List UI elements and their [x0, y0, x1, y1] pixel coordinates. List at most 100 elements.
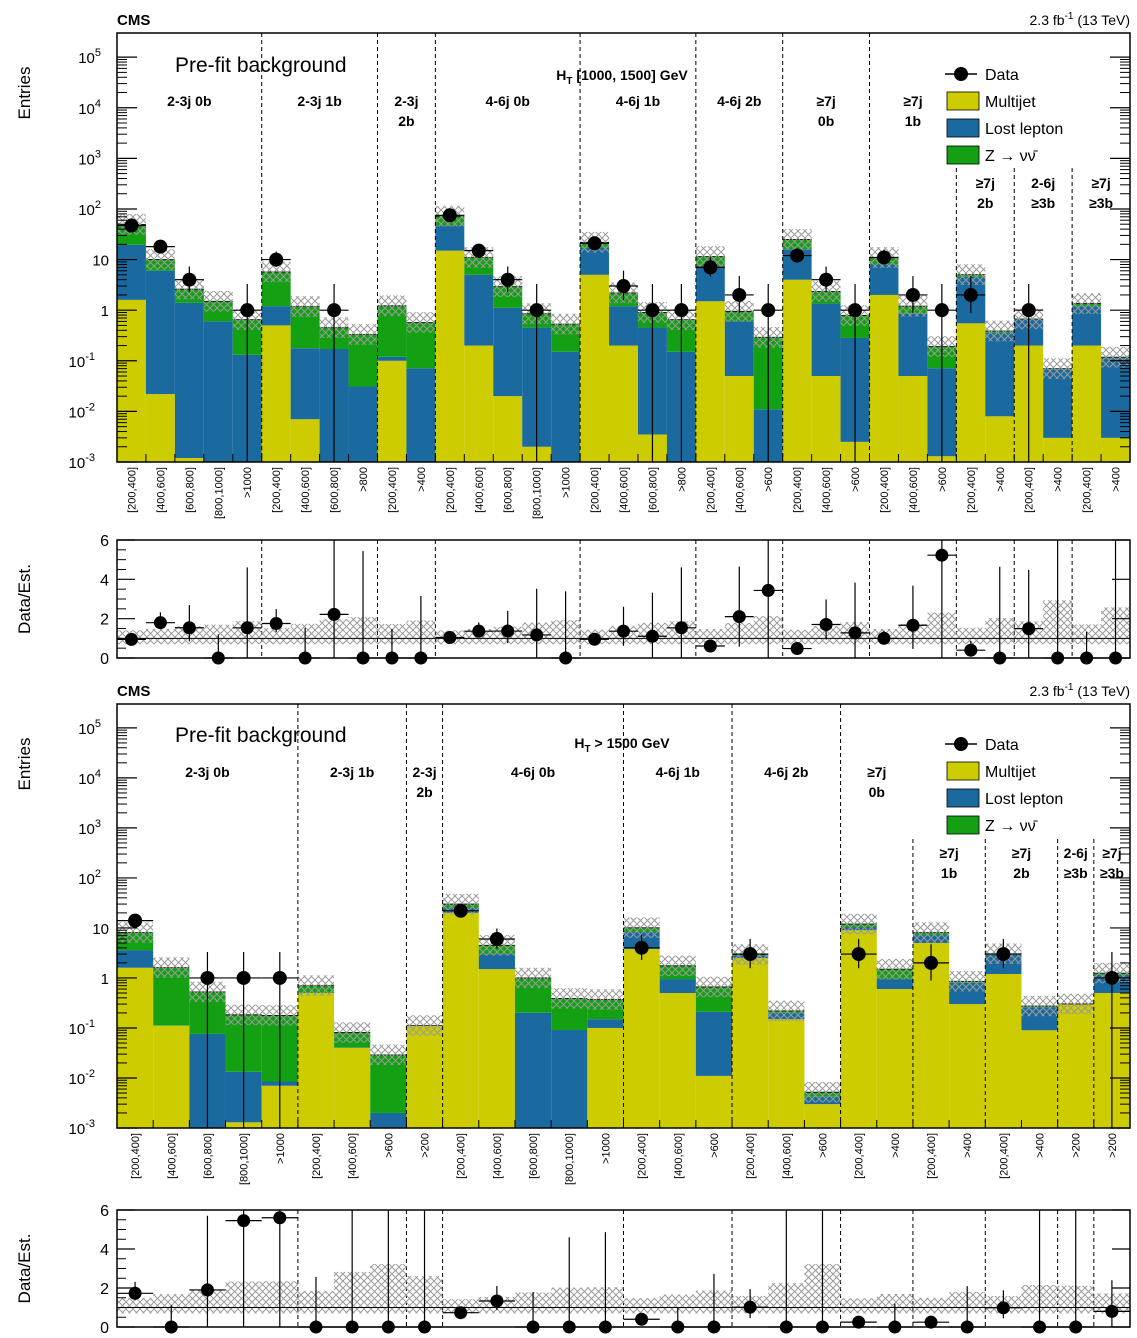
multijet-bar: [811, 376, 841, 462]
bin-label: [800,1000]: [213, 467, 225, 519]
data-point: [645, 303, 660, 318]
ratio-point: [703, 639, 717, 653]
ht-label: HT [1000, 1500] GeV: [556, 67, 688, 87]
bin-label: >400: [1111, 467, 1123, 492]
region-label: ≥7j: [976, 175, 995, 191]
ratio-uncertainty-band: [695, 629, 725, 645]
multijet-bar: [985, 973, 1022, 1128]
ratio-point: [472, 624, 486, 638]
data-point: [471, 243, 486, 258]
bin-label: [200,400]: [926, 1133, 938, 1179]
region-label: 4-6j 2b: [717, 93, 761, 109]
legend-data-label: Data: [985, 737, 1019, 754]
uncertainty-band: [377, 295, 407, 317]
data-point: [634, 940, 649, 955]
legend-lost-lepton-swatch: [946, 118, 980, 138]
lost-lepton-bar: [464, 274, 494, 346]
data-point: [240, 303, 255, 318]
y-tick-label: 10-2: [69, 1068, 95, 1088]
y-tick-label: 1: [101, 971, 109, 988]
bin-label: [600,800]: [329, 467, 341, 513]
bin-label: >200: [420, 1133, 432, 1158]
y-tick-label: 103: [78, 818, 101, 838]
uncertainty-band: [804, 1081, 841, 1103]
multijet-bar: [985, 416, 1015, 462]
data-point: [1021, 303, 1036, 318]
lost-lepton-bar: [435, 225, 465, 251]
y-axis-label: Entries: [15, 738, 34, 791]
bin-label: [800,1000]: [564, 1133, 576, 1185]
bin-label: >1000: [600, 1133, 612, 1164]
ratio-point: [1022, 622, 1036, 636]
y-tick-label: 105: [78, 47, 101, 67]
ratio-uncertainty-band: [782, 629, 812, 645]
experiment-label: CMS: [117, 12, 150, 29]
y-tick-label: 10: [92, 921, 109, 938]
bin-label: [200,400]: [445, 467, 457, 513]
ratio-uncertainty-band: [623, 1298, 660, 1314]
lost-lepton-bar: [587, 1019, 624, 1028]
data-point: [128, 913, 143, 928]
data-point: [442, 208, 457, 223]
legend-data-marker: [954, 67, 968, 81]
lost-lepton-bar: [724, 321, 754, 377]
bin-label: [200,400]: [966, 467, 978, 513]
region-label: 2-6j: [1064, 845, 1088, 861]
ratio-uncertainty-band: [912, 1297, 950, 1314]
y-tick-label: 1: [101, 303, 109, 320]
multijet-bar: [724, 376, 754, 462]
legend-multijet-swatch: [946, 91, 980, 111]
ratio-point: [530, 628, 544, 642]
ratio-y-axis-label: Data/Est.: [15, 564, 34, 634]
multijet-bar: [442, 912, 479, 1128]
bin-label: [200,400]: [879, 467, 891, 513]
data-point: [453, 903, 468, 918]
uncertainty-band: [840, 913, 877, 935]
bin-label: >200: [1071, 1133, 1083, 1158]
legend-multijet-label: Multijet: [985, 94, 1036, 111]
multijet-bar: [1043, 437, 1073, 462]
data-point: [153, 239, 168, 254]
lost-lepton-bar: [174, 302, 204, 458]
bin-label: >400: [995, 467, 1007, 492]
region-label: ≥3b: [1031, 195, 1055, 211]
uncertainty-band: [659, 955, 696, 977]
bin-label: [200,400]: [271, 467, 283, 513]
multijet-bar: [587, 1027, 624, 1128]
ratio-uncertainty-band: [153, 1294, 190, 1314]
data-point: [616, 279, 631, 294]
legend-data-marker: [954, 737, 968, 751]
multijet-bar: [732, 958, 769, 1128]
multijet-bar: [609, 345, 638, 462]
multijet-bar: [1072, 345, 1102, 462]
legend-znunu-label: Z → νν̄: [985, 818, 1039, 835]
region-label: ≥7j: [1102, 845, 1121, 861]
data-point: [743, 947, 758, 962]
uncertainty-band: [985, 320, 1015, 342]
region-label: 2-3j: [412, 764, 436, 780]
ratio-point: [761, 583, 775, 597]
lost-lepton-bar: [898, 313, 928, 377]
y-tick-label: 104: [78, 768, 101, 788]
multijet-bar: [153, 1025, 190, 1128]
ht-label: HT > 1500 GeV: [574, 735, 670, 755]
region-label: ≥7j: [816, 93, 835, 109]
data-point: [819, 272, 834, 287]
bin-label: [200,400]: [311, 1133, 323, 1179]
ratio-point: [877, 631, 891, 645]
lost-lepton-bar: [493, 307, 523, 397]
bin-label: [200,400]: [998, 1133, 1010, 1179]
bin-label: [800,1000]: [239, 1133, 251, 1185]
uncertainty-band: [348, 324, 378, 345]
region-label: ≥7j: [1012, 845, 1031, 861]
legend-multijet-swatch: [946, 761, 980, 781]
region-label: 4-6j 1b: [656, 764, 700, 780]
ratio-y-tick-label: 2: [100, 1281, 109, 1298]
ratio-point: [964, 643, 978, 657]
y-tick-label: 10-1: [69, 351, 95, 371]
data-point: [124, 218, 139, 233]
bin-label: [200,400]: [130, 1133, 142, 1179]
ratio-uncertainty-band: [145, 628, 175, 645]
lost-lepton-bar: [551, 351, 581, 462]
